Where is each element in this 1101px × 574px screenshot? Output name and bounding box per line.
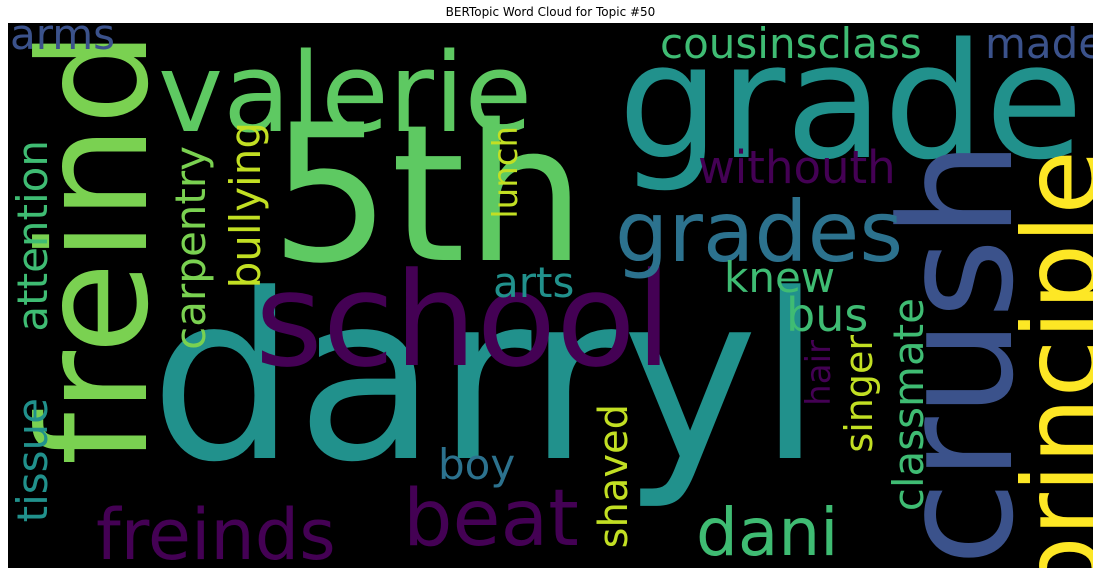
word-cloud: 5th darryl school grade freind valerie crush pr… — [8, 23, 1093, 568]
word-grade: grade — [618, 23, 1084, 195]
word-bullying: bullying — [221, 122, 270, 289]
word-hair: hair — [799, 340, 839, 406]
word-bus: bus — [786, 288, 869, 342]
word-withouth: withouth — [698, 141, 896, 194]
word-grades: grades — [615, 183, 904, 281]
word-cousinsclass: cousinsclass — [660, 23, 922, 68]
word-attention: attention — [8, 140, 57, 332]
word-classmate: classmate — [884, 298, 933, 512]
word-boy: boy — [438, 440, 516, 489]
word-made: made — [985, 23, 1093, 68]
word-dani: dani — [696, 494, 839, 568]
word-beat: beat — [403, 474, 579, 564]
word-arts: arts — [493, 258, 575, 307]
word-school: school — [255, 244, 672, 396]
word-arms: arms — [10, 23, 116, 59]
word-darryl: darryl — [150, 246, 823, 513]
word-tissue: tissue — [8, 398, 57, 523]
word-carpentry: carpentry — [166, 146, 215, 350]
word-principle: principle — [1001, 150, 1093, 568]
word-knew: knew — [724, 253, 836, 302]
word-singer: singer — [837, 335, 881, 453]
word-shaved: shaved — [591, 404, 637, 549]
word-5th: 5th — [270, 84, 586, 305]
word-valerie: valerie — [158, 29, 533, 157]
figure-title: BERTopic Word Cloud for Topic #50 — [445, 5, 656, 19]
word-lunch: lunch — [486, 126, 526, 219]
word-freinds: freinds — [96, 494, 336, 568]
